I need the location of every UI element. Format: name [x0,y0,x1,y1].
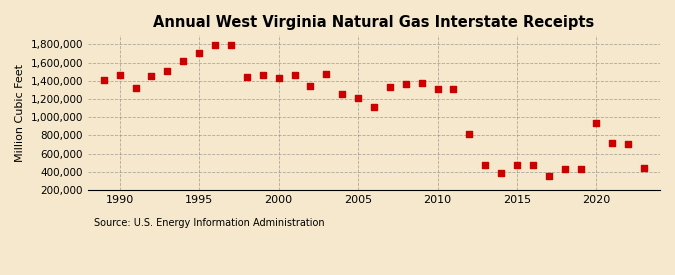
Point [352,96,363,100]
Point [575,167,586,171]
Point [305,84,316,89]
Point [369,105,379,109]
Point [321,72,331,77]
Point [591,120,602,125]
Point [162,68,173,73]
Point [495,170,506,175]
Point [273,76,284,80]
Point [114,73,125,78]
Y-axis label: Million Cubic Feet: Million Cubic Feet [15,64,25,162]
Point [242,75,252,79]
Point [210,43,221,48]
Point [146,74,157,78]
Point [639,166,649,170]
Point [560,167,570,171]
Point [607,141,618,145]
Point [543,174,554,178]
Point [130,86,141,90]
Point [448,87,459,91]
Point [225,43,236,48]
Point [432,87,443,91]
Point [400,82,411,87]
Point [385,85,396,89]
Point [337,91,348,96]
Point [527,163,538,167]
Point [464,132,475,137]
Point [480,163,491,167]
Point [99,78,109,82]
Point [512,163,522,167]
Point [257,73,268,78]
Point [289,73,300,78]
Point [178,59,189,63]
Point [623,141,634,146]
Text: Source: U.S. Energy Information Administration: Source: U.S. Energy Information Administ… [94,218,324,228]
Title: Annual West Virginia Natural Gas Interstate Receipts: Annual West Virginia Natural Gas Interst… [153,15,595,30]
Point [416,80,427,85]
Point [194,50,205,55]
